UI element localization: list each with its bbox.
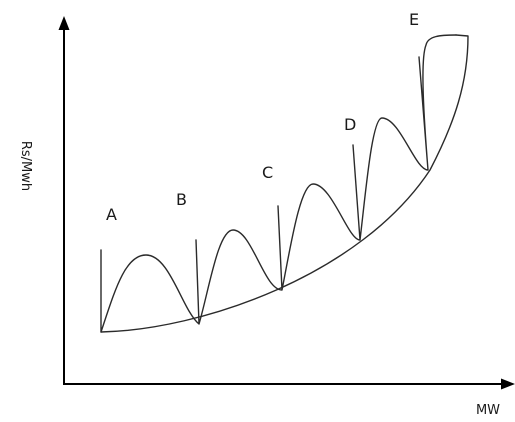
point-label-b: B: [176, 190, 187, 209]
point-label-c: C: [262, 163, 273, 182]
y-axis-arrow-icon: [58, 16, 70, 30]
point-label-e: E: [409, 10, 419, 29]
valve-point-curve: [100, 34, 457, 333]
envelope-curve: [100, 34, 469, 333]
x-axis-arrow-icon: [501, 378, 515, 390]
x-axis-label: MW: [476, 403, 500, 418]
y-axis-label: Rs/Mwh: [18, 141, 33, 191]
point-label-a: A: [106, 205, 117, 224]
point-label-d: D: [344, 115, 356, 134]
